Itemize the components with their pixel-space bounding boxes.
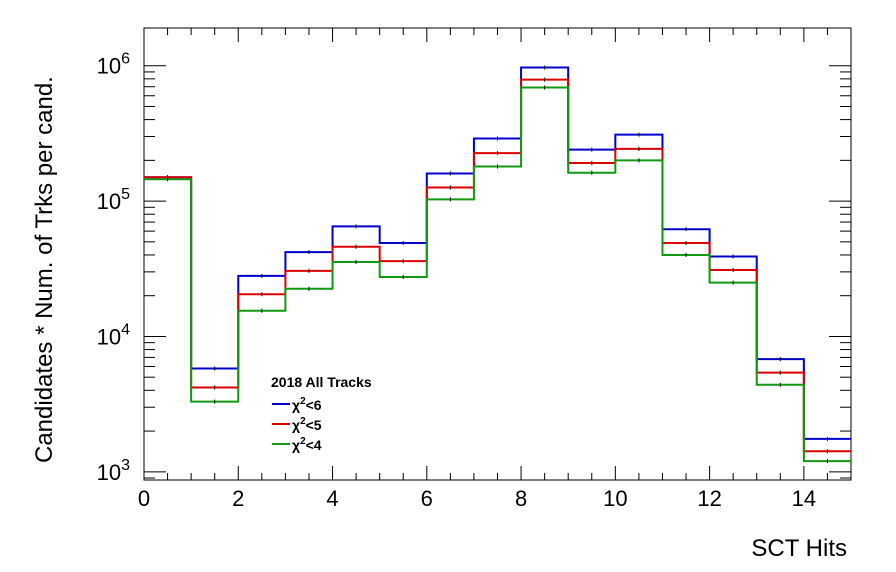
- legend-items: χ2<6 χ2<5 χ2<4: [272, 396, 322, 453]
- legend-label: χ2<6: [292, 396, 322, 413]
- legend: 2018 All Tracks χ2<6 χ2<5 χ2<4: [271, 374, 372, 453]
- legend-title: 2018 All Tracks: [271, 374, 372, 390]
- series-line: [144, 66, 851, 440]
- x-tick-label: 10: [603, 486, 627, 511]
- series-line: [144, 86, 851, 463]
- legend-label: χ2<4: [292, 436, 322, 453]
- series-0: [144, 65, 851, 441]
- x-tick-label: 12: [697, 486, 721, 511]
- series-layer: [144, 65, 851, 464]
- x-axis-title: SCT Hits: [751, 535, 847, 562]
- x-tick-label: 0: [138, 486, 150, 511]
- y-tick-labels: 103 104 105 106: [97, 51, 130, 485]
- x-tick-label: 6: [421, 486, 433, 511]
- series-1: [144, 77, 851, 454]
- x-tick-label: 4: [326, 486, 338, 511]
- y-tick-label: 104: [97, 321, 130, 349]
- x-tick-label: 14: [792, 486, 816, 511]
- y-tick-label: 106: [97, 51, 130, 79]
- series-line: [144, 78, 851, 453]
- y-tick-label: 105: [97, 186, 130, 214]
- y-tick-label: 103: [97, 457, 130, 485]
- y-axis-title: Candidates * Num. of Trks per cand.: [31, 76, 58, 463]
- x-tick-label: 2: [232, 486, 244, 511]
- legend-label: χ2<5: [292, 416, 322, 433]
- x-tick-labels: 0 2 4 6 8 10 12 14: [138, 486, 816, 511]
- axis-ticks: [143, 28, 852, 480]
- series-2: [144, 85, 851, 464]
- x-tick-label: 8: [515, 486, 527, 511]
- plot-frame: [143, 27, 852, 481]
